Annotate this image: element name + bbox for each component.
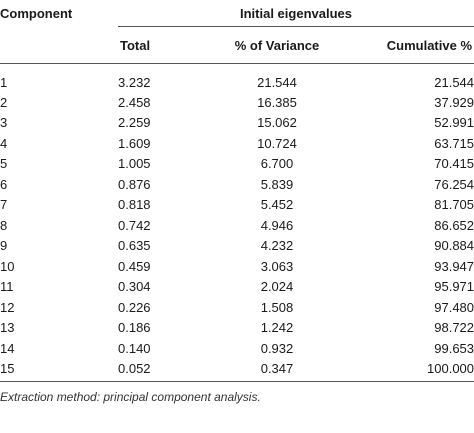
- eigenvalue-table: Component Initial eigenvalues Total % of…: [0, 0, 474, 382]
- cell-component: 13: [0, 320, 15, 336]
- cell-cumulative: 86.652: [434, 217, 474, 233]
- table-row: 12 0.226 1.508 97.480: [0, 297, 474, 318]
- table-row: 3 2.259 15.062 52.991: [0, 113, 474, 134]
- cell-cumulative: 95.971: [434, 279, 474, 295]
- cell-cumulative: 99.653: [434, 340, 474, 356]
- table-row: 10 0.459 3.063 93.947: [0, 256, 474, 277]
- table-row: 13 0.186 1.242 98.722: [0, 318, 474, 339]
- header-row-columns: Total % of Variance Cumulative %: [0, 26, 474, 64]
- table-body: 1 3.232 21.544 21.544 2 2.458 16.385 37.929 3 2…: [0, 64, 474, 382]
- cell-variance: 5.839: [260, 176, 294, 192]
- header-component: Component: [0, 5, 73, 21]
- cell-component: 1: [0, 74, 8, 90]
- cell-cumulative: 76.254: [434, 176, 474, 192]
- cell-cumulative: 97.480: [434, 299, 474, 315]
- cell-component: 6: [0, 176, 8, 192]
- cell-component: 14: [0, 340, 15, 356]
- table-row: 6 0.876 5.839 76.254: [0, 174, 474, 195]
- cell-component: 9: [0, 238, 8, 254]
- cell-component: 11: [0, 279, 14, 295]
- cell-total: 2.458: [118, 94, 151, 110]
- table-row: 7 0.818 5.452 81.705: [0, 195, 474, 216]
- header-total: Total: [118, 26, 206, 64]
- cell-cumulative: 52.991: [434, 115, 474, 131]
- header-row-group: Component Initial eigenvalues: [0, 0, 474, 27]
- header-cumulative-percent: Cumulative %: [348, 26, 474, 64]
- cell-component: 7: [0, 197, 8, 213]
- table-row: 15 0.052 0.347 100.000: [0, 358, 474, 382]
- cell-component: 4: [0, 135, 8, 151]
- cell-cumulative: 98.722: [434, 320, 474, 336]
- cell-cumulative: 100.000: [348, 358, 474, 382]
- header-blank-cell: [0, 26, 118, 64]
- cell-component: 10: [0, 258, 15, 274]
- cell-cumulative: 70.415: [434, 156, 474, 172]
- cell-variance: 3.063: [260, 258, 294, 274]
- cell-cumulative: 63.715: [434, 135, 474, 151]
- cell-total: 3.232: [118, 74, 151, 90]
- cell-variance: 0.347: [206, 358, 348, 382]
- cell-total: 0.304: [118, 279, 151, 295]
- cell-component: 12: [0, 299, 15, 315]
- cell-component: 2: [0, 94, 8, 110]
- cell-total: 0.742: [118, 217, 151, 233]
- cell-variance: 6.700: [260, 156, 294, 172]
- table-row: 11 0.304 2.024 95.971: [0, 277, 474, 298]
- header-percent-variance: % of Variance: [206, 26, 348, 64]
- table-row: 9 0.635 4.232 90.884: [0, 236, 474, 257]
- cell-total: 0.140: [118, 340, 151, 356]
- cell-total: 0.459: [118, 258, 151, 274]
- cell-variance: 2.024: [260, 279, 294, 295]
- cell-total: 0.818: [118, 197, 151, 213]
- table-row: 5 1.005 6.700 70.415: [0, 154, 474, 175]
- table-row: 14 0.140 0.932 99.653: [0, 338, 474, 359]
- table-footnote: Extraction method: principal component a…: [0, 390, 261, 404]
- table-row: 4 1.609 10.724 63.715: [0, 133, 474, 154]
- cell-total: 1.005: [118, 156, 151, 172]
- eigenvalue-table-container: Component Initial eigenvalues Total % of…: [0, 0, 474, 404]
- cell-variance: 1.508: [260, 299, 294, 315]
- cell-total: 1.609: [118, 135, 151, 151]
- cell-variance: 0.932: [260, 340, 294, 356]
- cell-variance: 1.242: [260, 320, 294, 336]
- cell-cumulative: 37.929: [434, 94, 474, 110]
- cell-variance: 4.946: [260, 217, 294, 233]
- cell-variance: 21.544: [257, 74, 297, 90]
- table-row: 8 0.742 4.946 86.652: [0, 215, 474, 236]
- cell-component: 3: [0, 115, 8, 131]
- cell-variance: 15.062: [257, 115, 297, 131]
- cell-component: 15: [0, 358, 118, 382]
- cell-total: 0.876: [118, 176, 151, 192]
- cell-component: 8: [0, 217, 8, 233]
- cell-total: 0.186: [118, 320, 151, 336]
- cell-total: 2.259: [118, 115, 151, 131]
- cell-component: 5: [0, 156, 8, 172]
- cell-total: 0.052: [118, 358, 206, 382]
- cell-cumulative: 93.947: [434, 258, 474, 274]
- cell-variance: 10.724: [257, 135, 297, 151]
- cell-total: 0.635: [118, 238, 151, 254]
- cell-cumulative: 21.544: [434, 74, 474, 90]
- table-row: 2 2.458 16.385 37.929: [0, 92, 474, 113]
- cell-cumulative: 81.705: [434, 197, 474, 213]
- cell-total: 0.226: [118, 299, 151, 315]
- cell-cumulative: 90.884: [434, 238, 474, 254]
- cell-variance: 5.452: [260, 197, 294, 213]
- header-initial-eigenvalues: Initial eigenvalues: [118, 0, 474, 27]
- cell-variance: 16.385: [257, 94, 297, 110]
- cell-variance: 4.232: [260, 238, 294, 254]
- table-row: 1 3.232 21.544 21.544: [0, 64, 474, 93]
